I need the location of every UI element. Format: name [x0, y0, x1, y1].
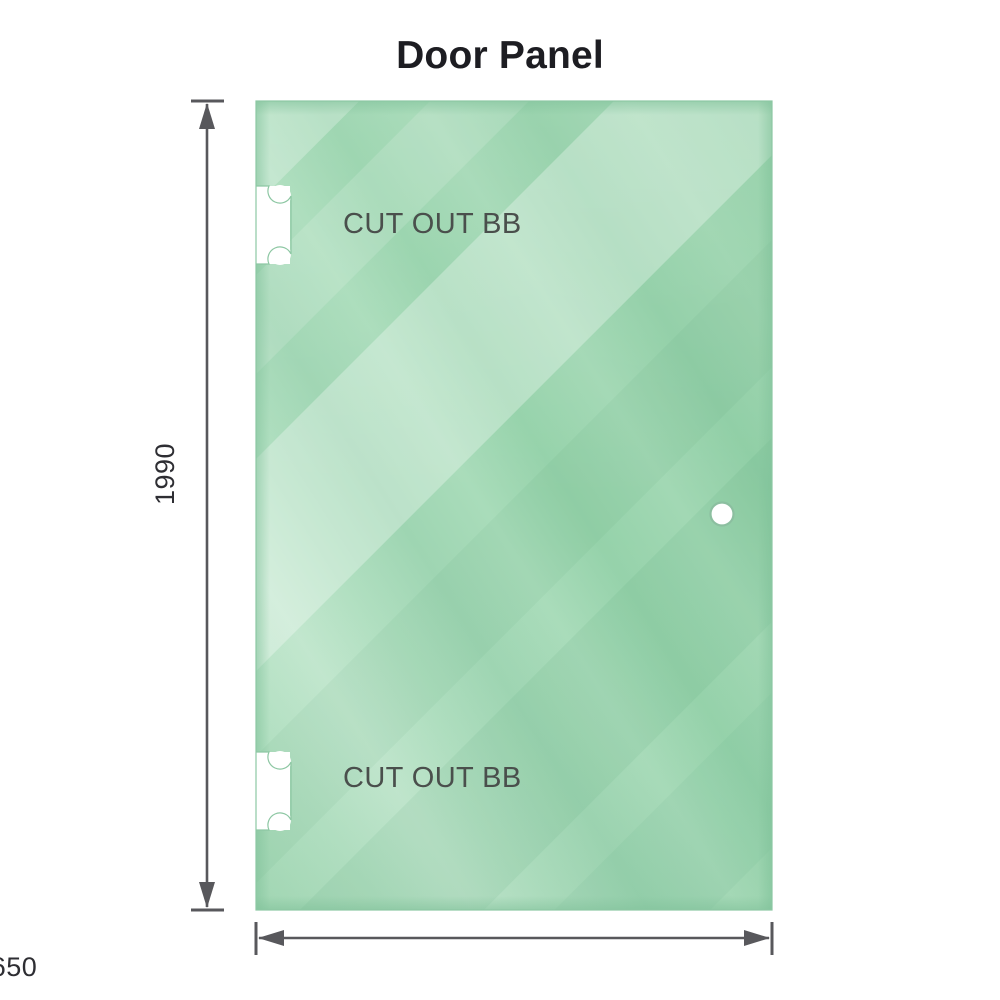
hinge-cutout-top-outline: [256, 185, 292, 265]
height-arrow-down: [199, 882, 215, 908]
handle-hole: [709, 501, 735, 527]
width-arrow-right: [744, 930, 770, 946]
page-title: Door Panel: [396, 34, 604, 77]
cutout-label-top: CUT OUT BB: [343, 208, 522, 240]
height-arrow-up: [199, 103, 215, 129]
hinge-cutout-bottom-outline: [256, 751, 292, 831]
cutout-outlines: [256, 185, 292, 831]
height-dimension-value: 1990: [150, 442, 180, 506]
cutout-label-bottom: CUT OUT BB: [343, 762, 522, 794]
width-dimension-value: 650: [0, 952, 38, 982]
dimension-height: [191, 99, 224, 912]
dimension-width: [254, 922, 774, 955]
width-arrow-left: [258, 930, 284, 946]
panel-outline: [255, 100, 773, 911]
height-dimension-label: 1990: [150, 412, 181, 505]
width-dimension-label: 650: [0, 952, 1000, 983]
